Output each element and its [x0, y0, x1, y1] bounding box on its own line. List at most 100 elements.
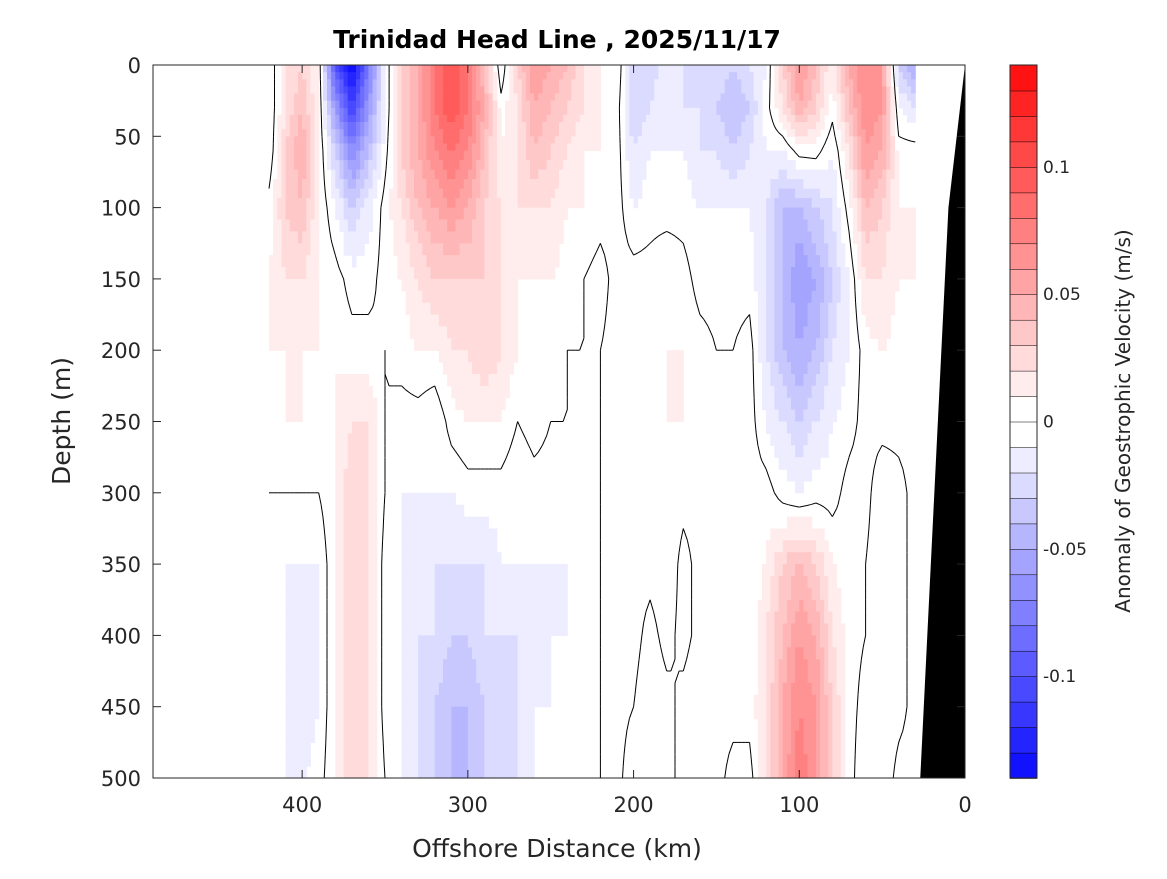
field-cell [401, 694, 407, 708]
field-cell [351, 718, 357, 732]
field-cell [343, 647, 349, 660]
field-cell [538, 143, 543, 152]
field-cell [314, 188, 320, 199]
field-cell [289, 611, 295, 625]
field-cell [588, 100, 593, 109]
field-cell [289, 314, 295, 327]
field-cell [414, 179, 419, 190]
field-cell [480, 72, 485, 80]
field-cell [762, 255, 767, 268]
field-cell [778, 326, 784, 339]
field-cell [496, 243, 502, 256]
field-cell [298, 86, 303, 95]
field-cell [285, 564, 291, 577]
field-cell [546, 267, 552, 280]
field-cell [467, 409, 473, 423]
field-cell [782, 114, 788, 123]
field-cell [849, 160, 854, 171]
field-cell [480, 409, 485, 423]
field-cell [376, 143, 382, 152]
field-cell [757, 129, 763, 137]
field-cell [438, 599, 444, 613]
field-cell [438, 93, 444, 102]
field-cell [554, 188, 560, 199]
field-cell [314, 219, 320, 232]
field-cell [666, 79, 672, 87]
field-cell [795, 198, 800, 209]
field-cell [302, 576, 307, 589]
field-cell [811, 79, 817, 87]
field-cell [443, 243, 448, 256]
field-cell [368, 385, 374, 399]
field-cell [679, 86, 684, 95]
field-cell [799, 326, 804, 339]
field-cell [476, 742, 481, 755]
field-cell [285, 255, 291, 268]
field-cell [815, 100, 821, 109]
field-cell [629, 100, 635, 109]
field-cell [488, 599, 494, 613]
field-cell [820, 730, 825, 743]
field-cell [849, 122, 854, 130]
field-cell [306, 314, 311, 327]
field-cell [314, 659, 320, 672]
field-cell [434, 72, 440, 80]
field-cell [509, 730, 514, 743]
field-cell [579, 169, 585, 180]
field-cell [347, 409, 353, 423]
field-cell [782, 86, 788, 95]
field-cell [733, 72, 738, 80]
field-cell [430, 267, 436, 280]
field-cell [480, 267, 485, 280]
field-cell [824, 647, 829, 660]
field-cell [339, 492, 345, 506]
field-cell [480, 766, 485, 779]
field-cell [426, 587, 432, 601]
field-cell [704, 93, 709, 102]
field-cell [778, 243, 784, 256]
field-cell [799, 169, 804, 180]
field-cell [633, 107, 639, 116]
field-cell [397, 188, 403, 199]
field-cell [430, 766, 436, 779]
field-cell [459, 397, 465, 411]
field-cell [542, 143, 548, 152]
field-cell [757, 766, 763, 779]
field-cell [795, 278, 800, 292]
field-cell [530, 718, 535, 732]
field-cell [762, 72, 767, 80]
field-cell [662, 65, 668, 73]
field-cell [807, 219, 813, 232]
field-cell [840, 730, 846, 743]
field-cell [708, 114, 713, 123]
field-cell [778, 65, 784, 73]
field-cell [525, 682, 531, 696]
field-cell [327, 114, 332, 123]
field-cell [459, 754, 465, 767]
field-cell [364, 150, 369, 161]
field-cell [815, 207, 821, 221]
field-cell [811, 766, 817, 779]
field-cell [480, 611, 485, 625]
field-cell [567, 188, 572, 199]
field-cell [699, 160, 705, 171]
field-cell [347, 86, 353, 95]
field-cell [368, 136, 374, 144]
field-cell [811, 93, 817, 102]
field-cell [488, 107, 494, 116]
field-cell [828, 421, 833, 434]
field-cell [467, 326, 473, 339]
field-cell [633, 150, 639, 161]
field-cell [699, 72, 705, 80]
field-cell [314, 65, 320, 73]
field-cell [298, 188, 303, 199]
field-cell [443, 350, 448, 363]
field-cell [488, 231, 494, 244]
field-cell [712, 136, 717, 144]
field-cell [285, 129, 291, 137]
field-cell [273, 207, 278, 221]
field-cell [791, 516, 796, 530]
field-cell [807, 179, 813, 190]
field-cell [534, 623, 539, 636]
field-cell [803, 718, 809, 732]
